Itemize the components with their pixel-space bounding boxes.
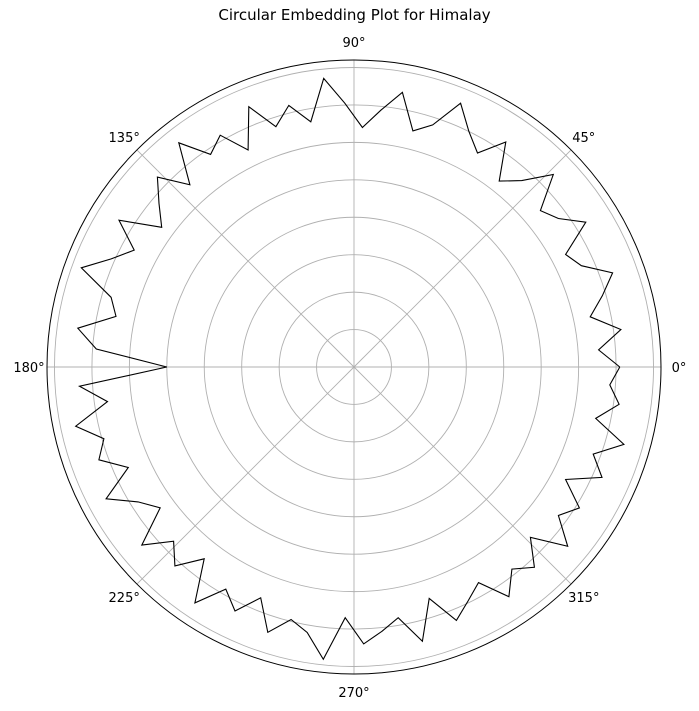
theta-tick-label: 90° xyxy=(342,36,365,51)
theta-tick-label: 180° xyxy=(13,361,44,376)
theta-tick-label: 135° xyxy=(109,131,140,146)
series-line xyxy=(74,77,625,661)
theta-tick-label: 225° xyxy=(109,591,140,606)
theta-gridline-3 xyxy=(136,149,355,368)
frame-layer xyxy=(46,59,662,675)
grid-layer xyxy=(47,60,661,674)
theta-tick-label: 0° xyxy=(672,361,687,376)
series-layer xyxy=(74,77,625,661)
polar-frame xyxy=(46,59,662,675)
theta-tick-label: 270° xyxy=(338,686,369,701)
theta-tick-label: 315° xyxy=(568,591,599,606)
theta-gridline-1 xyxy=(353,149,572,368)
theta-tick-label: 45° xyxy=(572,131,595,146)
theta-gridline-7 xyxy=(353,366,572,585)
label-layer: 0° 45° 90° 135° 180° 225° 270° 315° xyxy=(13,36,686,701)
theta-gridline-5 xyxy=(136,366,355,585)
chart-title: Circular Embedding Plot for Himalay xyxy=(218,6,491,24)
